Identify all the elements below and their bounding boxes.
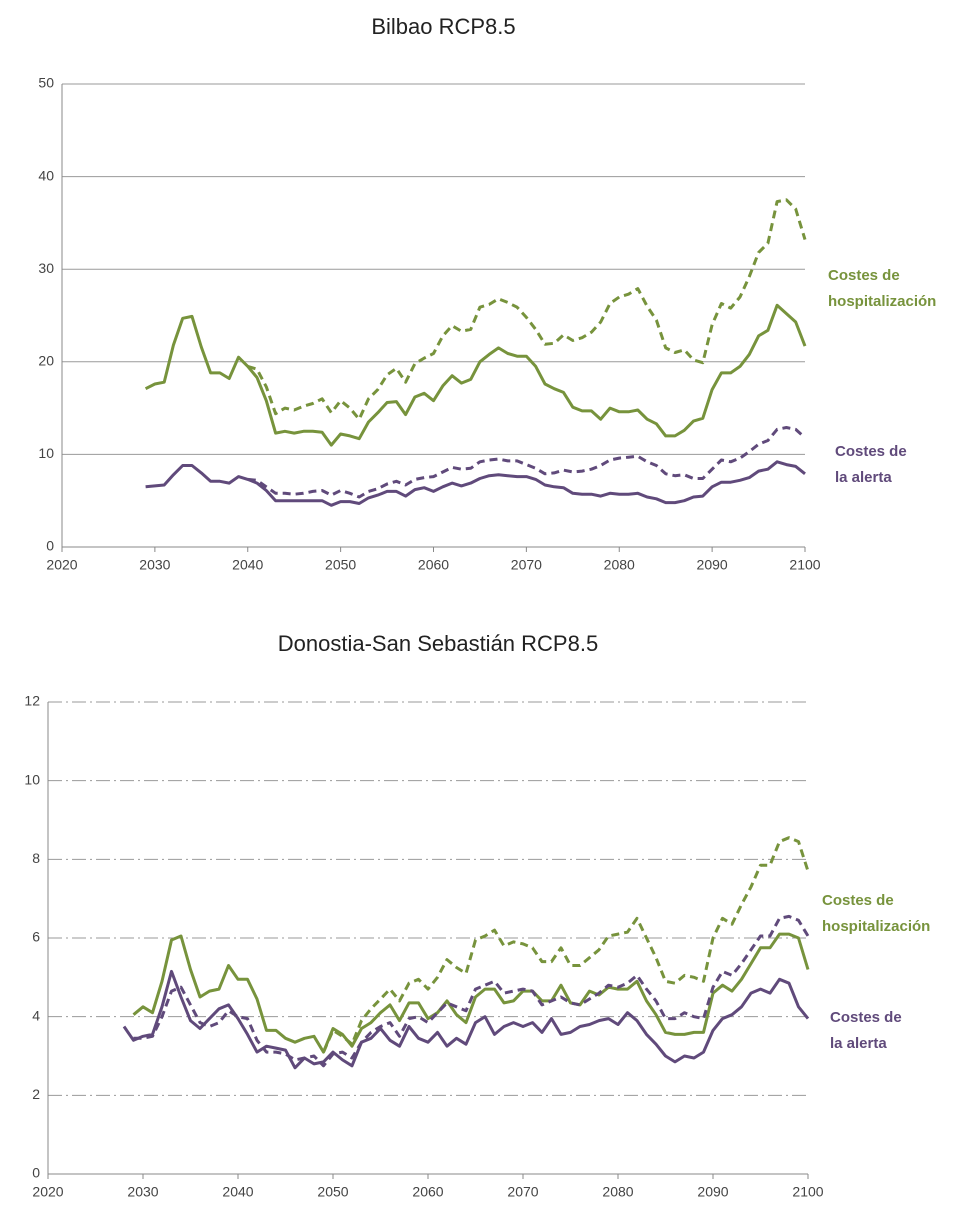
y-tick-label: 10 <box>24 771 40 787</box>
x-tick-label: 2070 <box>511 557 542 573</box>
y-tick-label: 20 <box>38 353 54 369</box>
x-tick-label: 2100 <box>789 557 820 573</box>
x-tick-label: 2100 <box>792 1184 823 1200</box>
x-tick-label: 2060 <box>418 557 449 573</box>
y-tick-label: 12 <box>24 693 40 709</box>
series-line <box>247 198 807 421</box>
series-line <box>145 460 806 507</box>
chart-title: Donostia-San Sebastián RCP8.5 <box>278 631 598 656</box>
x-tick-label: 2050 <box>325 557 356 573</box>
x-tick-label: 2030 <box>127 1184 158 1200</box>
x-tick-label: 2080 <box>602 1184 633 1200</box>
x-tick-label: 2040 <box>222 1184 253 1200</box>
y-tick-label: 0 <box>32 1165 40 1181</box>
x-tick-label: 2020 <box>46 557 77 573</box>
x-tick-label: 2090 <box>697 1184 728 1200</box>
y-tick-label: 50 <box>38 75 54 91</box>
x-tick-label: 2040 <box>232 557 263 573</box>
x-tick-label: 2020 <box>32 1184 63 1200</box>
y-tick-label: 2 <box>32 1086 40 1102</box>
x-tick-label: 2060 <box>412 1184 443 1200</box>
annotation: Costes de hospitalización <box>828 267 937 310</box>
annotation: Costes de la alerta <box>835 443 907 486</box>
series-line <box>122 969 810 1070</box>
x-tick-label: 2070 <box>507 1184 538 1200</box>
x-tick-label: 2050 <box>317 1184 348 1200</box>
chart-title: Bilbao RCP8.5 <box>371 14 515 39</box>
series-line <box>144 303 807 447</box>
y-tick-label: 4 <box>32 1007 40 1023</box>
y-tick-label: 6 <box>32 929 40 945</box>
annotation: Costes de la alerta <box>830 1009 902 1052</box>
x-tick-label: 2080 <box>604 557 635 573</box>
y-tick-label: 8 <box>32 850 40 866</box>
series-line <box>247 426 806 499</box>
x-tick-label: 2030 <box>139 557 170 573</box>
series-line <box>133 914 810 1068</box>
y-tick-label: 40 <box>38 167 54 183</box>
y-tick-label: 10 <box>38 445 54 461</box>
y-tick-label: 30 <box>38 260 54 276</box>
y-tick-label: 0 <box>46 538 54 554</box>
x-tick-label: 2090 <box>697 557 728 573</box>
annotation: Costes de hospitalización <box>822 892 931 935</box>
series-line <box>132 932 810 1054</box>
series-line <box>322 836 810 1053</box>
